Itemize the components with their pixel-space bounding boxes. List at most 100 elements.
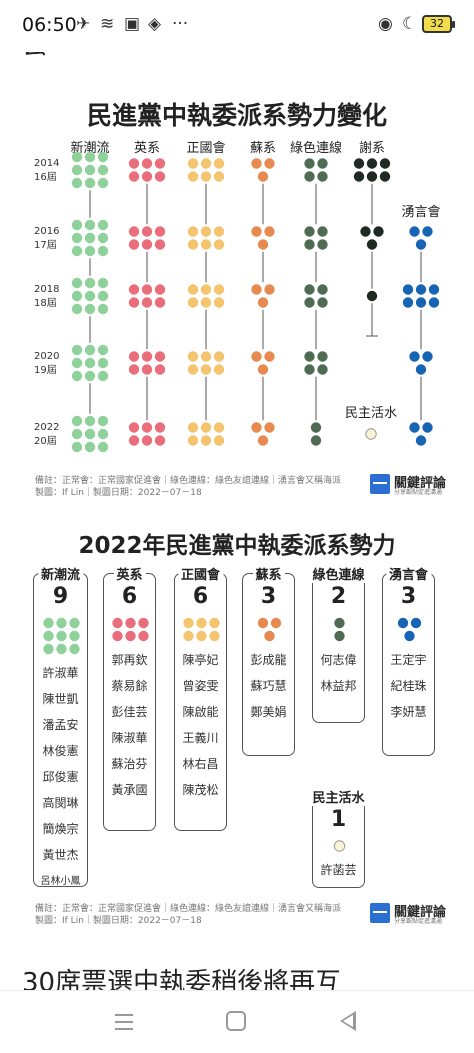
member-name: 黃承國 [111, 783, 148, 797]
seat-dot-新潮流 [84, 177, 96, 189]
member-name: 郭再欽 [111, 653, 148, 667]
member-name: 高閔琳 [42, 796, 79, 810]
faction-dots [183, 617, 220, 642]
seat-dot-英系 [112, 630, 123, 642]
seat-dot-英系 [141, 297, 153, 308]
seat-dot-綠色連線 [317, 364, 328, 375]
seat-dot-綠色連線 [334, 630, 345, 642]
seat-dot-蘇系 [257, 171, 269, 182]
seat-dot-新潮流 [97, 245, 109, 257]
seat-dot-綠色連線 [304, 284, 315, 295]
faction-card-英系: 6 郭再欽 蔡易餘 彭佳芸 陳淑華 蘇治芬 黃承國 [103, 573, 156, 831]
seat-dot-湧言會 [402, 284, 414, 295]
seat-dot-正國會 [187, 422, 199, 433]
faction-dots [112, 617, 149, 642]
faction-card-綠色連線: 2 何志偉 林益邦 [312, 573, 365, 723]
seat-dot-正國會 [196, 617, 207, 629]
seat-dot-湧言會 [415, 364, 427, 375]
seat-dot-謝系 [353, 171, 365, 182]
seat-dot-綠色連線 [317, 351, 328, 362]
seat-dot-英系 [154, 239, 166, 250]
navigation-bar [0, 990, 474, 1053]
recent-apps-button[interactable] [113, 1011, 137, 1033]
seat-dot-新潮流 [71, 164, 83, 176]
member-name: 林益邦 [320, 679, 357, 693]
seat-dot-正國會 [200, 171, 212, 182]
chart1-note: 備註：正常會：正常國家促進會｜綠色連線：綠色友誼連線｜湧言會又稱海派 [35, 476, 342, 486]
faction-dots [43, 617, 80, 655]
seat-dot-綠色連線 [304, 239, 315, 250]
seat-dot-英系 [128, 226, 140, 237]
faction-card-正國會: 6 陳亭妃 曾姿雯 陳啟能 王義川 林右昌 陳茂松 [174, 573, 227, 831]
home-button[interactable] [226, 1011, 246, 1031]
seat-dot-正國會 [187, 364, 199, 375]
seat-dot-新潮流 [43, 643, 54, 655]
seat-dot-綠色連線 [304, 364, 315, 375]
faction-label-minzhu: 民主活水 [345, 406, 397, 421]
seat-dot-湧言會 [409, 226, 420, 237]
chart2-credit: 製圖：If Lin｜製圖日期：2022－07－18 [35, 916, 202, 926]
seat-dot-綠色連線 [334, 617, 345, 629]
seat-dot-英系 [141, 435, 153, 446]
seat-dot-綠色連線 [317, 239, 328, 250]
seat-dot-綠色連線 [310, 422, 322, 433]
seat-dot-正國會 [213, 364, 225, 375]
seat-dot-新潮流 [71, 290, 83, 302]
seat-dot-正國會 [213, 284, 225, 295]
seat-dot-英系 [128, 171, 140, 182]
member-name: 許菡芸 [320, 863, 357, 877]
seat-dot-正國會 [187, 284, 199, 295]
faction-header-謝系: 謝系 [359, 141, 385, 156]
seat-dot-綠色連線 [317, 171, 328, 182]
screen-record-icon: ◉ [378, 14, 393, 34]
seat-dot-新潮流 [71, 177, 83, 189]
seat-dot-蘇系 [264, 351, 275, 362]
seat-dot-湧言會 [409, 351, 420, 362]
term-label: 17屆 [34, 239, 57, 251]
seat-dot-英系 [125, 630, 136, 642]
seat-dot-新潮流 [84, 370, 96, 382]
seat-dot-新潮流 [84, 428, 96, 440]
seat-dot-新潮流 [97, 441, 109, 453]
member-name: 王定宇 [390, 653, 427, 667]
brand-name: 關鍵評論 [394, 476, 447, 491]
seat-dot-英系 [154, 158, 166, 169]
seat-dot-新潮流 [69, 617, 80, 629]
seat-dot-新潮流 [71, 232, 83, 244]
member-name: 李妍慧 [390, 705, 427, 719]
seat-dot-新潮流 [97, 177, 109, 189]
seat-dot-湧言會 [409, 422, 420, 433]
seat-dot-新潮流 [71, 344, 83, 356]
seat-dot-新潮流 [97, 219, 109, 231]
seat-dot-英系 [154, 351, 166, 362]
seat-dot-新潮流 [97, 303, 109, 315]
status-time: 06:50 [22, 14, 77, 36]
back-button[interactable] [340, 1011, 356, 1031]
member-name: 邱俊憲 [42, 770, 79, 784]
seat-dot-英系 [154, 297, 166, 308]
faction-card-湧言會: 3 王定宇 紀桂珠 李妍慧 [382, 573, 435, 756]
seat-dot-新潮流 [97, 164, 109, 176]
faction-card-title: 正國會 [177, 564, 224, 583]
chart1-title: 民進黨中執委派系勢力變化 [86, 101, 387, 130]
seat-dot-蘇系 [264, 226, 275, 237]
seat-dot-英系 [141, 226, 153, 237]
seat-dot-民主活水 [333, 840, 346, 852]
seat-dot-正國會 [213, 351, 225, 362]
faction-header-英系: 英系 [134, 141, 160, 156]
faction-card-民主活水: 1 許菡芸 [312, 796, 365, 888]
seat-dot-新潮流 [43, 630, 54, 642]
faction-seat-count: 3 [260, 584, 277, 609]
seat-dot-英系 [128, 284, 140, 295]
seat-dot-正國會 [187, 239, 199, 250]
seat-dot-正國會 [213, 297, 225, 308]
member-name: 許淑華 [42, 666, 79, 680]
term-label: 20屆 [34, 435, 57, 447]
seat-dot-新潮流 [84, 164, 96, 176]
seat-dot-英系 [141, 364, 153, 375]
seat-dot-新潮流 [97, 428, 109, 440]
battery-icon: 32 [422, 15, 455, 33]
seat-dot-正國會 [200, 351, 212, 362]
chart2-note: 備註：正常會：正常國家促進會｜綠色連線：綠色友誼連線｜湧言會又稱海派 [35, 904, 342, 914]
airplane-icon: ✈ [76, 14, 91, 34]
